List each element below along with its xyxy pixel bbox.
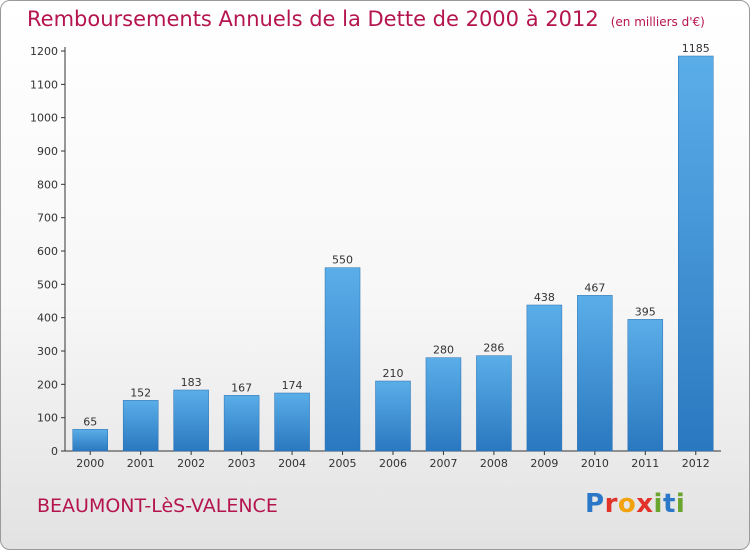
bar-2000 — [72, 429, 108, 452]
data-label-2011: 395 — [635, 305, 656, 318]
y-tick-label: 400 — [37, 312, 58, 325]
y-tick-label: 100 — [37, 412, 58, 425]
x-tick-label-2005: 2005 — [329, 457, 357, 470]
logo-letter: P — [585, 489, 605, 519]
logo-letter: t — [662, 489, 676, 519]
data-label-2012: 1185 — [682, 42, 710, 55]
x-tick-label-2008: 2008 — [480, 457, 508, 470]
chart-title: Remboursements Annuels de la Dette de 20… — [27, 7, 705, 31]
x-tick-label-2007: 2007 — [429, 457, 457, 470]
proxiti-logo[interactable]: Proxiti — [585, 489, 685, 519]
data-label-2000: 65 — [83, 415, 97, 428]
bar-2007 — [425, 357, 462, 452]
data-label-2010: 467 — [584, 281, 605, 294]
y-tick-label: 1000 — [30, 112, 58, 125]
x-tick-label-2000: 2000 — [76, 457, 104, 470]
data-label-2002: 183 — [181, 376, 202, 389]
y-tick-label: 0 — [51, 445, 58, 458]
data-label-2008: 286 — [483, 342, 504, 355]
bar-2004 — [274, 392, 310, 452]
chart-subtitle: (en milliers d'€) — [610, 15, 705, 29]
bar-2005 — [324, 267, 361, 452]
bar-2010 — [577, 295, 613, 452]
x-tick-label-2001: 2001 — [127, 457, 155, 470]
data-label-2003: 167 — [231, 381, 252, 394]
chart-title-text: Remboursements Annuels de la Dette de 20… — [27, 7, 599, 31]
y-tick-label: 900 — [37, 145, 58, 158]
location-name: BEAUMONT-LèS-VALENCE — [37, 495, 278, 517]
y-tick-label: 1100 — [30, 78, 58, 91]
x-tick-label-2011: 2011 — [631, 457, 659, 470]
bar-2002 — [173, 389, 209, 452]
y-tick-label: 300 — [37, 345, 58, 358]
x-tick-label-2009: 2009 — [530, 457, 558, 470]
bar-2009 — [526, 304, 563, 452]
data-label-2006: 210 — [383, 367, 404, 380]
bar-2006 — [375, 380, 411, 452]
y-tick-label: 1200 — [30, 45, 58, 58]
y-tick-label: 700 — [37, 212, 58, 225]
bar-2011 — [627, 319, 664, 452]
x-tick-label-2012: 2012 — [682, 457, 710, 470]
y-tick-label: 500 — [37, 278, 58, 291]
data-label-2007: 280 — [433, 344, 454, 357]
data-label-2009: 438 — [534, 291, 555, 304]
logo-letter: x — [636, 489, 654, 519]
x-tick-label-2002: 2002 — [177, 457, 205, 470]
y-tick-label: 600 — [37, 245, 58, 258]
bar-2003 — [223, 395, 260, 452]
data-label-2004: 174 — [282, 379, 303, 392]
x-tick-label-2006: 2006 — [379, 457, 407, 470]
logo-letter: i — [675, 489, 686, 519]
bar-2008 — [476, 355, 512, 452]
logo-letter: o — [617, 489, 637, 519]
x-tick-label-2004: 2004 — [278, 457, 306, 470]
bar-2012 — [678, 55, 714, 452]
data-label-2001: 152 — [130, 386, 151, 399]
logo-letter: i — [653, 489, 663, 519]
x-tick-label-2003: 2003 — [228, 457, 256, 470]
y-tick-label: 800 — [37, 178, 58, 191]
logo-letter: r — [604, 489, 618, 519]
data-label-2005: 550 — [332, 254, 353, 267]
y-tick-label: 200 — [37, 378, 58, 391]
x-tick-label-2010: 2010 — [581, 457, 609, 470]
bar-2001 — [122, 400, 159, 452]
